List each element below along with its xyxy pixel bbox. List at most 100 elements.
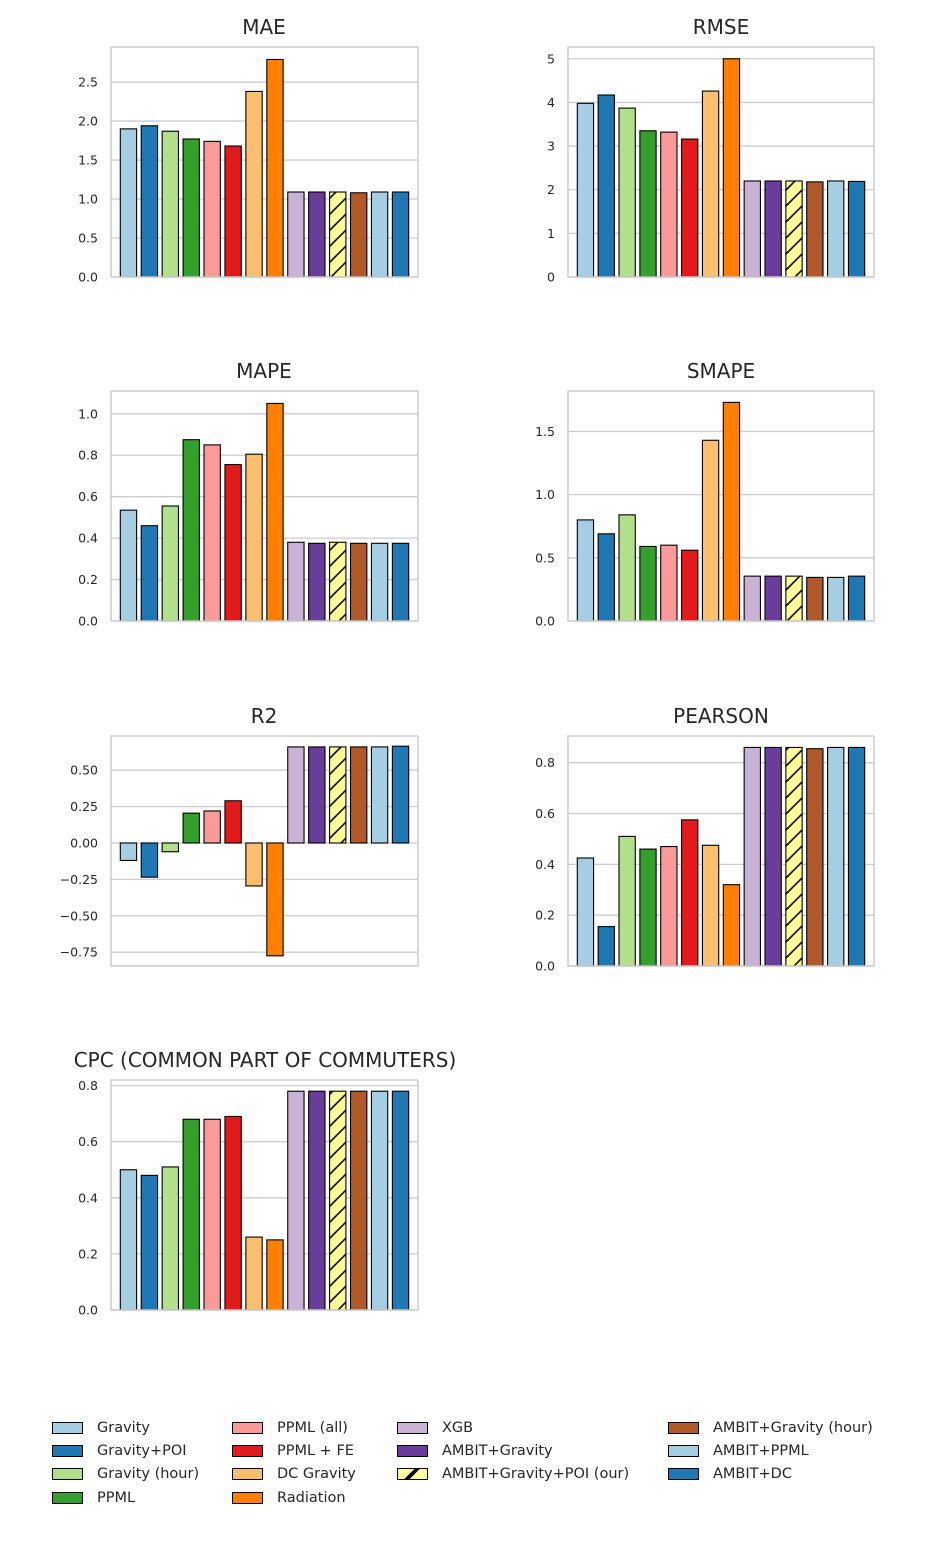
y-tick-label: 0.0	[78, 270, 98, 285]
bar-dc-gravity	[245, 1236, 263, 1311]
bar-gravity-poi	[140, 842, 159, 878]
y-tick-label: 0.0	[78, 614, 98, 629]
bar-ppml	[639, 130, 657, 278]
axes-frame	[110, 46, 419, 278]
bar-gravity	[576, 857, 595, 967]
y-tick-label: −0.25	[60, 872, 98, 887]
y-tick-label: 2.0	[78, 114, 98, 129]
y-tick-label: −0.75	[60, 945, 98, 960]
chart-6-group: 0.0 0.2 0.4 0.6 0.8 CPC (COMMON PART OF COMMU…	[74, 1048, 457, 1318]
bar-ppml-all-	[203, 1118, 221, 1311]
bar-ppml-fe	[224, 800, 242, 844]
y-tick-label: 1.0	[78, 192, 98, 207]
bar-xgb	[287, 541, 305, 622]
bar-ambit-gravity-hour-	[349, 542, 368, 622]
axes-frame	[567, 390, 875, 622]
bar-radiation	[266, 402, 284, 622]
y-tick-label: 1.0	[78, 406, 98, 421]
bar-hatch-overlay	[329, 1091, 346, 1310]
bar-ppml-fe	[681, 819, 699, 967]
y-tick-label: 0.25	[70, 799, 98, 814]
legend-label: XGB	[442, 1420, 474, 1436]
bar-gravity-hour-	[618, 107, 636, 278]
axes-frame	[567, 735, 875, 967]
bar-ambit-ppml	[827, 746, 845, 967]
axes-frame	[110, 1079, 419, 1311]
bar-ambit-dc	[391, 191, 410, 278]
legend-item: PPML (all)	[232, 1420, 348, 1436]
bar-ppml-fe	[681, 549, 699, 622]
bar-ppml-all-	[660, 846, 678, 967]
chart-title: CPC (COMMON PART OF COMMUTERS)	[74, 1048, 457, 1072]
y-tick-label: 0.5	[535, 550, 555, 565]
axes-frame	[567, 46, 875, 278]
bar-xgb	[287, 191, 305, 278]
bar-ppml	[182, 138, 200, 278]
chart-title: PEARSON	[673, 704, 769, 728]
chart-5-group: 0.0 0.2 0.4 0.6 0.8 PEARSON	[535, 704, 875, 974]
bar-radiation	[722, 401, 741, 622]
legend-label: PPML (all)	[277, 1420, 348, 1436]
legend-swatch	[232, 1492, 263, 1504]
legend-item: AMBIT+Gravity (hour)	[668, 1420, 873, 1436]
bar-gravity	[119, 1169, 138, 1311]
bar-ppml	[182, 1118, 200, 1311]
y-tick-label: 1	[547, 226, 555, 241]
chart-0-group: 0.0 0.5 1.0 1.5 2.0 2.5 MAE	[78, 15, 419, 285]
y-tick-label: 0.8	[78, 448, 98, 463]
bar-gravity-poi	[140, 1174, 159, 1311]
chart-title: RMSE	[693, 15, 749, 39]
bar-ambit-dc	[391, 1090, 410, 1311]
bar-ambit-gravity	[764, 746, 782, 967]
y-tick-label: 0.5	[78, 231, 98, 246]
bar-radiation	[266, 842, 284, 957]
bar-ppml-all-	[203, 810, 221, 844]
y-tick-label: −0.50	[60, 908, 98, 923]
bar-ambit-gravity-hour-	[349, 746, 368, 844]
bar-gravity	[576, 102, 595, 278]
bar-xgb	[743, 575, 761, 622]
bar-ambit-dc	[847, 180, 866, 278]
bar-hatch-overlay	[329, 746, 346, 843]
legend-swatch	[668, 1468, 699, 1480]
bar-gravity-poi	[140, 525, 159, 622]
bar-ambit-dc	[391, 542, 410, 622]
bar-dc-gravity	[701, 90, 720, 278]
bar-ambit-gravity	[308, 746, 326, 844]
y-tick-label: 4	[547, 95, 555, 110]
y-tick-label: 2.5	[78, 75, 98, 90]
bar-ambit-gravity	[764, 575, 782, 622]
bar-ambit-gravity	[308, 1090, 326, 1311]
bar-gravity-hour-	[618, 835, 636, 967]
chart-1-group: 0 1 2 3 4 5 RMSE	[547, 15, 875, 285]
y-tick-label: 0.4	[535, 857, 555, 872]
bar-gravity	[119, 128, 138, 278]
bar-gravity-hour-	[161, 842, 180, 853]
legend-item: AMBIT+PPML	[668, 1443, 809, 1459]
y-tick-label: 3	[547, 139, 555, 154]
legend-item: AMBIT+DC	[668, 1466, 792, 1482]
y-tick-label: 1.5	[78, 153, 98, 168]
bar-hatch-overlay	[329, 542, 346, 621]
legend-label: AMBIT+Gravity+POI (our)	[442, 1466, 630, 1482]
legend-item: Gravity (hour)	[52, 1466, 199, 1482]
bar-ambit-gravity	[308, 542, 326, 622]
legend-label: Gravity+POI	[97, 1443, 187, 1459]
bar-ambit-dc	[847, 746, 866, 967]
bar-ambit-ppml	[370, 191, 389, 278]
bar-gravity-hour-	[618, 514, 636, 622]
bar-ambit-ppml	[370, 1090, 389, 1311]
y-tick-label: 0.2	[535, 908, 555, 923]
legend-swatch	[232, 1468, 263, 1480]
bar-gravity-hour-	[161, 1166, 180, 1311]
bar-ambit-gravity-hour-	[349, 1090, 368, 1311]
legend-swatch	[668, 1422, 699, 1434]
bar-radiation	[266, 58, 284, 278]
bar-gravity-poi	[140, 125, 159, 278]
bar-ppml	[182, 439, 200, 622]
bar-ambit-ppml	[827, 576, 845, 622]
bar-ppml-fe	[224, 464, 242, 622]
y-tick-label: 0.6	[78, 489, 98, 504]
